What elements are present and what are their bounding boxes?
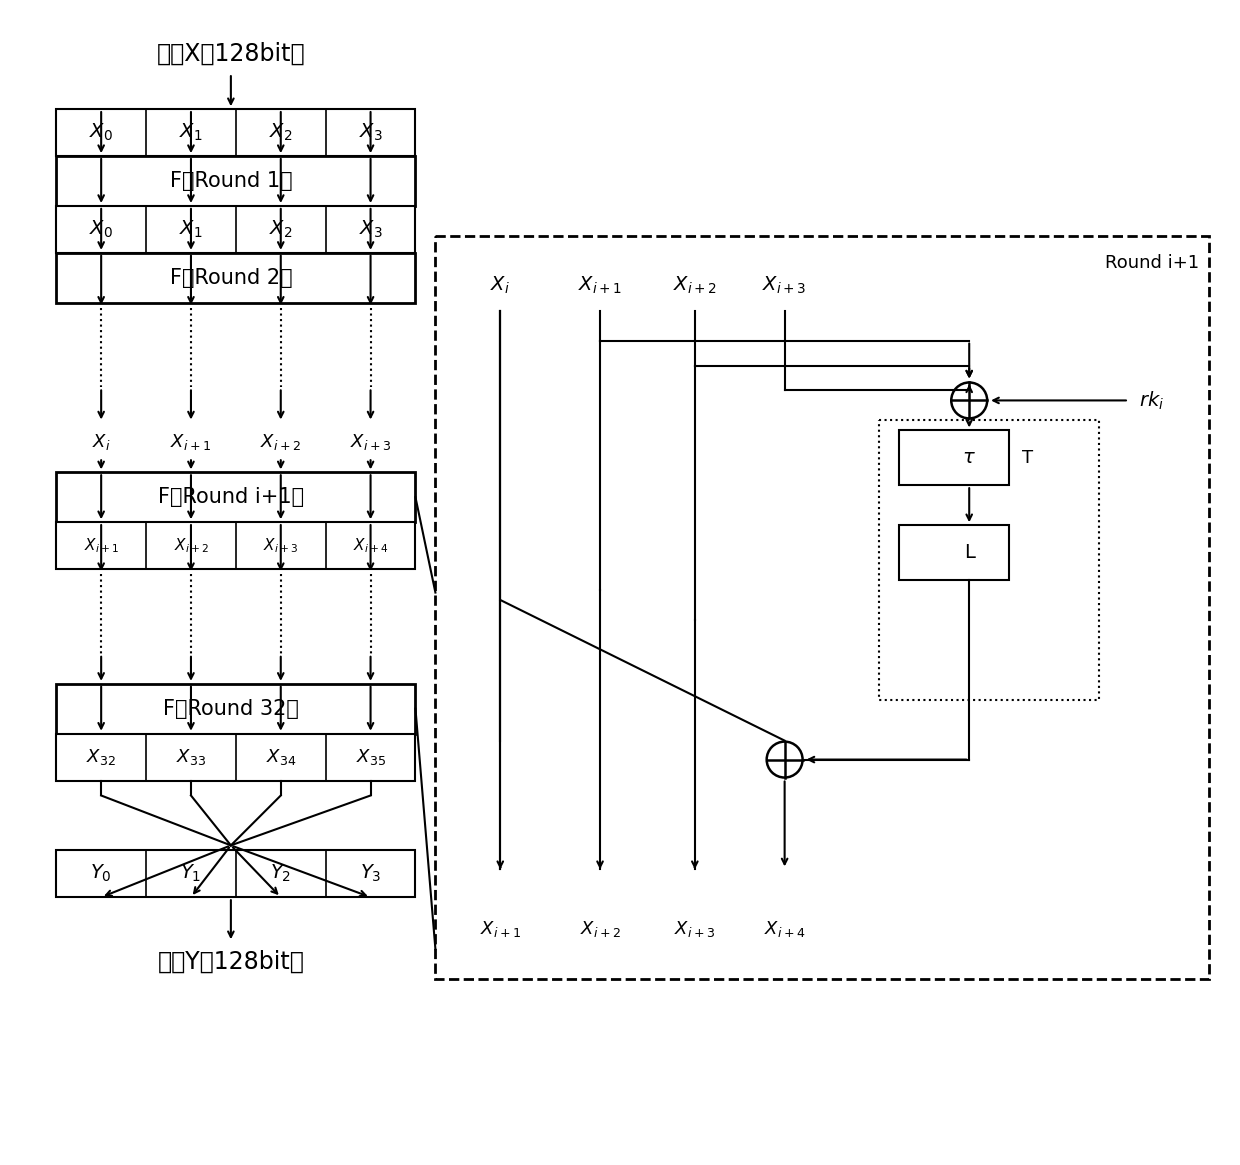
Text: $\tau$: $\tau$	[962, 449, 976, 467]
Text: F（Round 1）: F（Round 1）	[170, 171, 293, 191]
Bar	[56, 156, 415, 206]
Text: $Y_0$: $Y_0$	[91, 863, 112, 884]
Bar	[899, 525, 1009, 580]
Text: $X_{i+3}$: $X_{i+3}$	[763, 275, 807, 296]
Text: $X_{i+4}$: $X_{i+4}$	[353, 536, 388, 555]
Text: $X_{i+2}$: $X_{i+2}$	[673, 275, 717, 296]
Text: $X_1$: $X_1$	[179, 122, 203, 143]
Bar	[879, 421, 1099, 700]
Text: $X_{i+2}$: $X_{i+2}$	[260, 432, 301, 452]
Text: $Y_2$: $Y_2$	[270, 863, 291, 884]
Text: $X_1$: $X_1$	[179, 219, 203, 240]
Bar	[56, 110, 415, 156]
Text: T: T	[1022, 449, 1033, 467]
Text: $rk_i$: $rk_i$	[1138, 389, 1164, 411]
Text: $X_{i+1}$: $X_{i+1}$	[170, 432, 212, 452]
Text: $X_{32}$: $X_{32}$	[87, 747, 117, 767]
Text: $Y_1$: $Y_1$	[180, 863, 202, 884]
Text: $X_3$: $X_3$	[358, 219, 382, 240]
Bar	[56, 734, 415, 781]
Text: $X_i$: $X_i$	[490, 275, 510, 296]
Text: $X_{33}$: $X_{33}$	[176, 747, 206, 767]
Bar	[435, 235, 1209, 979]
Text: $X_{i+1}$: $X_{i+1}$	[578, 275, 622, 296]
Text: $X_i$: $X_i$	[92, 432, 110, 452]
Bar	[56, 206, 415, 253]
Text: Round i+1: Round i+1	[1105, 254, 1199, 271]
Text: $X_0$: $X_0$	[89, 122, 113, 143]
Bar	[56, 684, 415, 734]
Text: 明文X（128bit）: 明文X（128bit）	[156, 41, 305, 65]
Text: $X_{i+2}$: $X_{i+2}$	[174, 536, 208, 555]
Bar	[56, 472, 415, 522]
Text: L: L	[963, 543, 975, 562]
Text: F（Round 32）: F（Round 32）	[162, 699, 299, 719]
Bar	[56, 253, 415, 303]
Text: F（Round 2）: F（Round 2）	[170, 268, 293, 288]
Text: $X_{34}$: $X_{34}$	[265, 747, 296, 767]
Text: $X_2$: $X_2$	[269, 122, 293, 143]
Text: $X_3$: $X_3$	[358, 122, 382, 143]
Bar	[899, 430, 1009, 486]
Bar	[56, 850, 415, 897]
Text: $X_0$: $X_0$	[89, 219, 113, 240]
Text: $X_{i+3}$: $X_{i+3}$	[675, 919, 715, 939]
Text: $Y_3$: $Y_3$	[360, 863, 381, 884]
Text: $X_{i+3}$: $X_{i+3}$	[263, 536, 299, 555]
Text: $X_{i+3}$: $X_{i+3}$	[350, 432, 391, 452]
Text: $X_{i+2}$: $X_{i+2}$	[579, 919, 620, 939]
Text: F（Round i+1）: F（Round i+1）	[157, 487, 304, 507]
Text: $X_{35}$: $X_{35}$	[356, 747, 386, 767]
Text: $X_2$: $X_2$	[269, 219, 293, 240]
Text: $X_{i+1}$: $X_{i+1}$	[480, 919, 521, 939]
Bar	[56, 522, 415, 569]
Text: $X_{i+1}$: $X_{i+1}$	[84, 536, 119, 555]
Text: $X_{i+4}$: $X_{i+4}$	[764, 919, 805, 939]
Text: 密文Y（128bit）: 密文Y（128bit）	[157, 951, 304, 974]
